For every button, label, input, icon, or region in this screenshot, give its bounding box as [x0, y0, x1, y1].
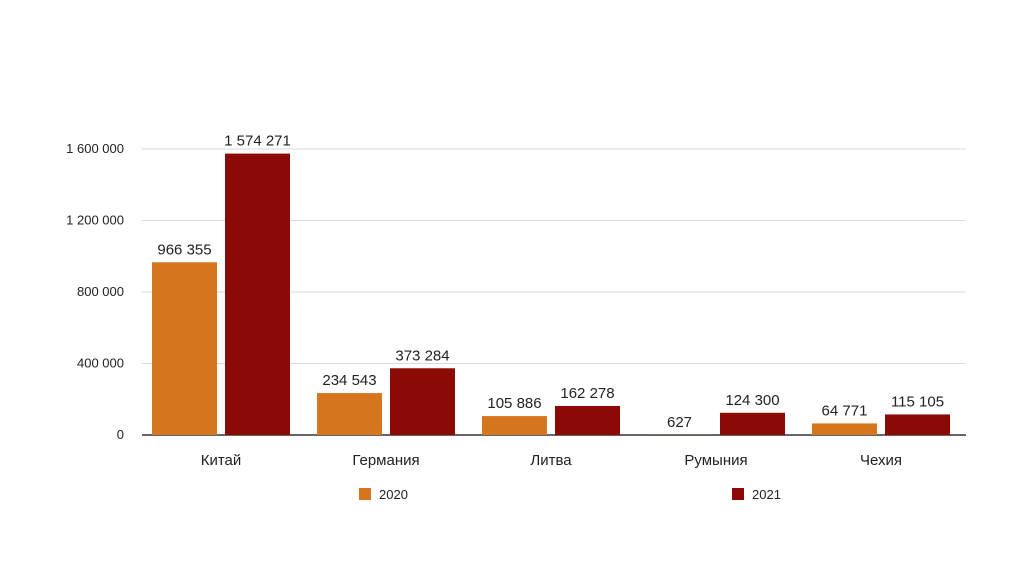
legend-swatch-2021	[732, 488, 744, 500]
category-label: Германия	[352, 452, 419, 469]
bars	[152, 153, 950, 435]
bar-2021	[390, 368, 455, 435]
bar-2021	[225, 153, 290, 435]
bar-2020	[812, 423, 877, 435]
legend: 2020 2021	[359, 487, 781, 502]
y-tick-label: 400 000	[77, 356, 124, 371]
data-label: 234 543	[322, 372, 376, 389]
data-label: 162 278	[560, 385, 614, 402]
bar-2021	[885, 414, 950, 435]
data-label: 966 355	[157, 241, 211, 258]
category-label: Румыния	[684, 452, 747, 469]
bar-2021	[720, 412, 785, 435]
data-label: 1 574 271	[224, 133, 291, 150]
y-axis-ticks: 0 400 000 800 000 1 200 000 1 600 000	[66, 141, 124, 442]
category-label: Чехия	[860, 452, 902, 469]
data-label: 373 284	[395, 347, 449, 364]
bar-2021	[555, 405, 620, 435]
y-tick-label: 800 000	[77, 284, 124, 299]
y-tick-label: 1 200 000	[66, 213, 124, 228]
legend-label: 2021	[752, 487, 781, 502]
category-label: Китай	[201, 452, 242, 469]
data-labels: 966 355 1 574 271 234 543 373 284 105 886 162…	[157, 133, 944, 431]
legend-label: 2020	[379, 487, 408, 502]
bar-2020	[152, 262, 217, 435]
y-tick-label: 0	[117, 427, 124, 442]
y-tick-label: 1 600 000	[66, 141, 124, 156]
bar-2020	[482, 416, 547, 435]
data-label: 627	[667, 414, 692, 431]
data-label: 105 886	[487, 395, 541, 412]
bar-2020	[317, 393, 382, 435]
data-label: 115 105	[891, 393, 944, 410]
x-axis-categories: Китай Германия Литва Румыния Чехия	[201, 452, 902, 469]
data-label: 64 771	[822, 402, 868, 419]
data-label: 124 300	[725, 392, 779, 409]
legend-swatch-2020	[359, 488, 371, 500]
category-label: Литва	[530, 452, 572, 469]
